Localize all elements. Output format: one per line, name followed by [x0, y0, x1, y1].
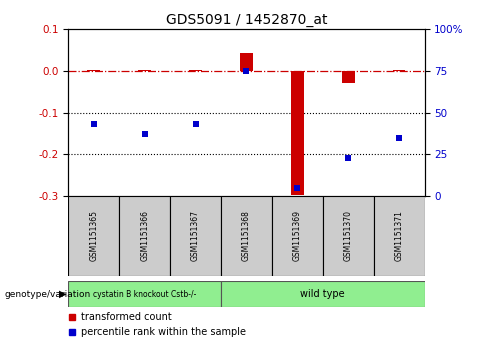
Bar: [87, 70, 100, 71]
Bar: [68, 281, 221, 307]
Text: GSM1151368: GSM1151368: [242, 211, 251, 261]
Text: cystatin B knockout Cstb-/-: cystatin B knockout Cstb-/-: [93, 290, 196, 298]
Bar: [240, 53, 253, 71]
Text: genotype/variation: genotype/variation: [5, 290, 91, 298]
Text: GSM1151366: GSM1151366: [140, 211, 149, 261]
Bar: [291, 71, 304, 195]
Bar: [189, 70, 202, 71]
Text: GSM1151370: GSM1151370: [344, 211, 353, 261]
Bar: [374, 196, 425, 276]
Bar: [138, 70, 151, 71]
Bar: [342, 71, 355, 83]
Bar: [272, 196, 323, 276]
Title: GDS5091 / 1452870_at: GDS5091 / 1452870_at: [166, 13, 327, 26]
Text: GSM1151365: GSM1151365: [89, 211, 98, 261]
Bar: [119, 196, 170, 276]
Bar: [68, 196, 119, 276]
Text: GSM1151371: GSM1151371: [395, 211, 404, 261]
Bar: [323, 196, 374, 276]
Bar: [221, 281, 425, 307]
Text: ▶: ▶: [59, 289, 66, 299]
Legend: transformed count, percentile rank within the sample: transformed count, percentile rank withi…: [68, 312, 246, 337]
Text: GSM1151367: GSM1151367: [191, 211, 200, 261]
Text: GSM1151369: GSM1151369: [293, 211, 302, 261]
Bar: [221, 196, 272, 276]
Text: wild type: wild type: [301, 289, 345, 299]
Bar: [393, 70, 406, 71]
Bar: [170, 196, 221, 276]
